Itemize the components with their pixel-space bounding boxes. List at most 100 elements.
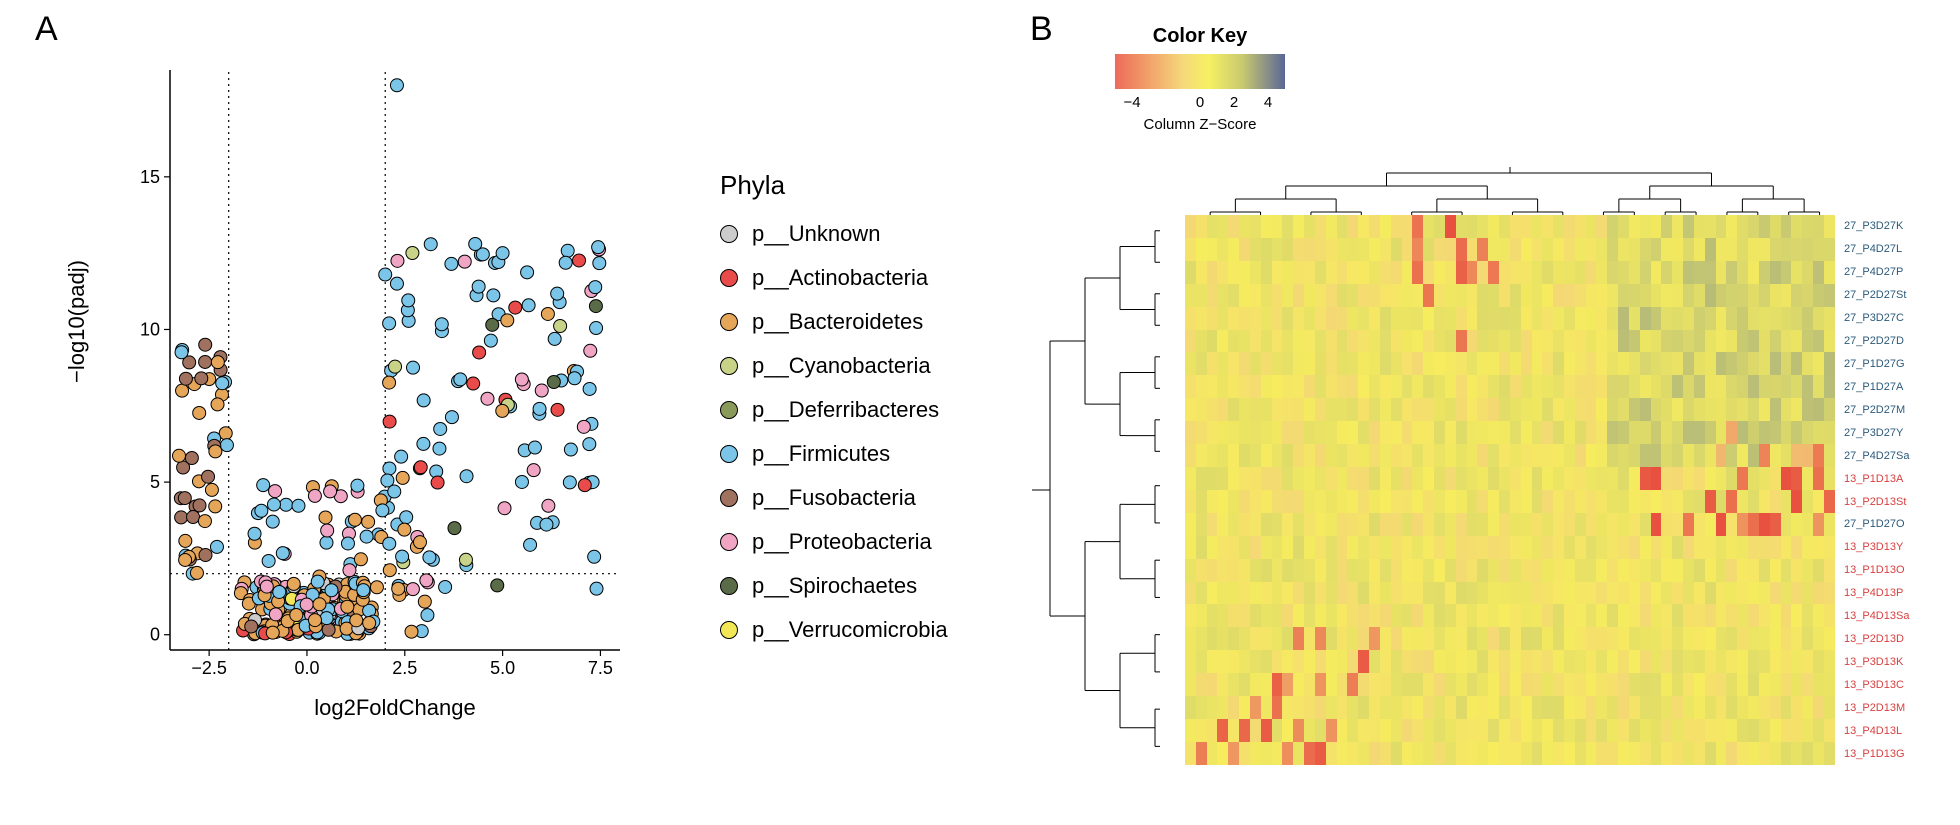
- svg-text:−2.5: −2.5: [191, 658, 227, 678]
- x-axis-title: log2FoldChange: [160, 695, 630, 721]
- svg-text:0.0: 0.0: [294, 658, 319, 678]
- row-label: 27_P1D27A: [1840, 375, 1950, 398]
- colorkey-gradient: [1115, 54, 1285, 89]
- panel-b: B Color Key −4 0 2 4 Column Z−Score 27_P3D2…: [1020, 0, 1960, 825]
- legend-item: p__Fusobacteria: [720, 485, 948, 511]
- svg-text:5.0: 5.0: [490, 658, 515, 678]
- legend-swatch: [720, 269, 738, 287]
- heatmap-row: [1185, 261, 1835, 284]
- row-label: 13_P2D13D: [1840, 628, 1950, 651]
- legend-items: p__Unknown p__Actinobacteria p__Bacteroide…: [720, 221, 948, 643]
- legend-label: p__Bacteroidetes: [752, 309, 923, 335]
- legend-label: p__Spirochaetes: [752, 573, 917, 599]
- row-label: 13_P3D13Y: [1840, 536, 1950, 559]
- legend-swatch: [720, 489, 738, 507]
- svg-text:2.5: 2.5: [392, 658, 417, 678]
- svg-text:0: 0: [150, 625, 160, 645]
- legend-item: p__Proteobacteria: [720, 529, 948, 555]
- heatmap-row: [1185, 673, 1835, 696]
- panel-a-label: A: [35, 10, 58, 49]
- heatmap-row: [1185, 582, 1835, 605]
- row-labels: 27_P3D27K27_P4D27L27_P4D27P27_P2D27St27_…: [1840, 215, 1950, 765]
- colorkey-tick: 4: [1264, 94, 1272, 111]
- row-label: 27_P4D27L: [1840, 238, 1950, 261]
- legend-label: p__Firmicutes: [752, 441, 890, 467]
- row-label: 27_P4D27P: [1840, 261, 1950, 284]
- heatmap-row: [1185, 398, 1835, 421]
- row-label: 13_P4D13L: [1840, 719, 1950, 742]
- colorkey-tick: 0: [1196, 94, 1204, 111]
- colorkey-ticks: −4 0 2 4: [1115, 94, 1285, 114]
- heatmap-row: [1185, 513, 1835, 536]
- heatmap-row: [1185, 490, 1835, 513]
- phyla-legend: Phyla p__Unknown p__Actinobacteria p__Bact…: [720, 170, 948, 661]
- heatmap-row: [1185, 742, 1835, 765]
- legend-item: p__Verrucomicrobia: [720, 617, 948, 643]
- heatmap-row: [1185, 559, 1835, 582]
- svg-text:7.5: 7.5: [588, 658, 613, 678]
- svg-text:5: 5: [150, 472, 160, 492]
- heatmap-row: [1185, 467, 1835, 490]
- legend-label: p__Deferribacteres: [752, 397, 939, 423]
- row-label: 27_P1D27O: [1840, 513, 1950, 536]
- legend-label: p__Cyanobacteria: [752, 353, 931, 379]
- row-label: 27_P3D27C: [1840, 307, 1950, 330]
- colorkey-tick: −4: [1123, 94, 1140, 111]
- figure-container: A −2.50.02.55.07.5051015 log2FoldChange …: [0, 0, 1960, 825]
- legend-label: p__Actinobacteria: [752, 265, 928, 291]
- row-label: 13_P1D13G: [1840, 742, 1950, 765]
- legend-swatch: [720, 401, 738, 419]
- svg-text:15: 15: [140, 167, 160, 187]
- row-dendrogram: [1030, 215, 1180, 765]
- y-axis-title: −log10(padj): [64, 260, 90, 383]
- colorkey-title: Color Key: [1100, 25, 1300, 48]
- legend-item: p__Bacteroidetes: [720, 309, 948, 335]
- heatmap-row: [1185, 352, 1835, 375]
- legend-swatch: [720, 357, 738, 375]
- colorkey-label: Column Z−Score: [1100, 116, 1300, 133]
- legend-swatch: [720, 225, 738, 243]
- heatmap-grid: [1185, 215, 1835, 765]
- legend-label: p__Fusobacteria: [752, 485, 916, 511]
- row-label: 27_P2D27M: [1840, 398, 1950, 421]
- legend-swatch: [720, 533, 738, 551]
- heatmap-row: [1185, 627, 1835, 650]
- legend-label: p__Unknown: [752, 221, 880, 247]
- heatmap-row: [1185, 238, 1835, 261]
- legend-swatch: [720, 577, 738, 595]
- row-label: 13_P3D13K: [1840, 651, 1950, 674]
- legend-swatch: [720, 313, 738, 331]
- legend-item: p__Cyanobacteria: [720, 353, 948, 379]
- legend-swatch: [720, 621, 738, 639]
- legend-title: Phyla: [720, 170, 948, 201]
- panel-b-label: B: [1030, 10, 1053, 49]
- heatmap-row: [1185, 444, 1835, 467]
- colorkey-tick: 2: [1230, 94, 1238, 111]
- column-dendrogram: [1185, 165, 1835, 215]
- heatmap-row: [1185, 719, 1835, 742]
- heatmap-row: [1185, 421, 1835, 444]
- heatmap-row: [1185, 307, 1835, 330]
- row-label: 27_P4D27Sa: [1840, 444, 1950, 467]
- legend-item: p__Firmicutes: [720, 441, 948, 467]
- row-label: 27_P3D27K: [1840, 215, 1950, 238]
- row-label: 27_P1D27G: [1840, 353, 1950, 376]
- row-label: 13_P4D13P: [1840, 582, 1950, 605]
- legend-item: p__Spirochaetes: [720, 573, 948, 599]
- heatmap-row: [1185, 604, 1835, 627]
- heatmap-row: [1185, 375, 1835, 398]
- volcano-svg: −2.50.02.55.07.5051015: [160, 60, 630, 680]
- row-label: 13_P2D13St: [1840, 490, 1950, 513]
- heatmap-container: 27_P3D27K27_P4D27L27_P4D27P27_P2D27St27_…: [1020, 165, 1960, 805]
- row-label: 13_P4D13Sa: [1840, 605, 1950, 628]
- heatmap-row: [1185, 330, 1835, 353]
- legend-swatch: [720, 445, 738, 463]
- heatmap-row: [1185, 284, 1835, 307]
- color-key: Color Key −4 0 2 4 Column Z−Score: [1100, 25, 1300, 133]
- row-label: 27_P2D27D: [1840, 330, 1950, 353]
- svg-text:10: 10: [140, 319, 160, 339]
- panel-a: A −2.50.02.55.07.5051015 log2FoldChange …: [0, 0, 1020, 825]
- legend-label: p__Proteobacteria: [752, 529, 932, 555]
- legend-item: p__Actinobacteria: [720, 265, 948, 291]
- row-label: 13_P1D13O: [1840, 559, 1950, 582]
